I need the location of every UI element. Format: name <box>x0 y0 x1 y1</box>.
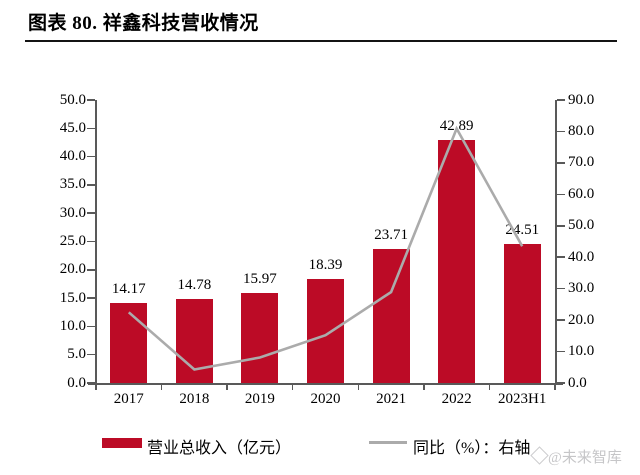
x-axis-tick <box>423 383 425 390</box>
x-axis-tick <box>226 383 228 390</box>
y-axis-right-tick-label: 90.0 <box>568 91 595 108</box>
y-axis-left-tick <box>87 297 95 299</box>
y-axis-left-tick-label: 0.0 <box>67 374 86 391</box>
y-axis-left-tick <box>87 240 95 243</box>
yoy-polyline <box>127 125 524 371</box>
y-axis-right-tick-label: 10.0 <box>568 343 595 360</box>
x-axis-category-label: 2023H1 <box>498 391 547 407</box>
y-axis-right-tick <box>556 225 565 227</box>
bar <box>438 140 476 383</box>
y-axis-left-tick <box>87 212 95 214</box>
y-axis-right-tick <box>556 193 565 196</box>
x-axis-category-label: 2017 <box>113 391 144 407</box>
y-axis-left-tick-label: 50.0 <box>59 91 86 108</box>
watermark-text: @未来智库 <box>548 450 622 466</box>
y-axis-left-tick-label: 45.0 <box>59 119 86 136</box>
y-axis-right-tick-label: 0.0 <box>568 374 587 391</box>
y-axis-right-tick-label: 70.0 <box>568 154 595 171</box>
bar <box>503 244 541 383</box>
y-axis-left-tick <box>87 127 95 130</box>
y-axis-left-tick <box>87 155 95 158</box>
y-axis-left-tick-label: 25.0 <box>59 233 86 249</box>
x-axis-line <box>88 383 563 385</box>
bar-value-label: 18.39 <box>308 256 343 273</box>
x-axis-tick <box>554 383 556 390</box>
bar-value-label: 24.51 <box>505 222 540 239</box>
bar-value-label: 14.17 <box>111 280 146 297</box>
bar <box>241 292 279 383</box>
legend-label-revenue: 营业总收入（亿元） <box>147 440 292 457</box>
y-axis-right-tick-label: 40.0 <box>568 248 595 265</box>
x-axis-tick <box>291 383 294 390</box>
y-axis-right-tick <box>556 287 565 290</box>
bar <box>110 302 148 383</box>
y-axis-left-tick <box>87 325 95 328</box>
y-axis-left-tick <box>87 184 95 186</box>
y-axis-right-tick-label: 50.0 <box>568 217 595 234</box>
x-axis-category-label: 2019 <box>244 391 275 407</box>
y-axis-right-tick <box>556 130 565 133</box>
y-axis-left-tick <box>87 269 95 271</box>
x-axis-category-label: 2021 <box>376 391 407 407</box>
x-axis-tick <box>488 383 491 390</box>
bar-value-label: 15.97 <box>243 270 277 287</box>
bar <box>372 248 410 383</box>
y-axis-right-line <box>555 100 557 384</box>
y-axis-left-line <box>95 100 97 384</box>
y-axis-left-tick-label: 40.0 <box>59 148 86 165</box>
legend-label-yoy: 同比（%）：右轴 <box>413 440 531 457</box>
x-axis-tick <box>160 383 163 390</box>
x-axis-category-label: 2022 <box>441 391 472 407</box>
bar-value-label: 14.78 <box>177 277 212 294</box>
y-axis-left-tick-label: 15.0 <box>59 289 86 306</box>
x-axis-tick <box>95 383 97 390</box>
x-axis-category-label: 2018 <box>179 391 210 407</box>
y-axis-right-tick-label: 60.0 <box>568 185 595 202</box>
y-axis-right-tick <box>556 319 565 321</box>
y-axis-right-tick <box>556 162 565 164</box>
legend-line-swatch <box>369 441 407 444</box>
y-axis-left-tick-label: 30.0 <box>59 204 86 221</box>
x-axis-tick <box>357 383 360 390</box>
y-axis-right-tick-label: 30.0 <box>568 280 595 297</box>
y-axis-right-tick <box>556 382 565 384</box>
y-axis-right-tick-label: 20.0 <box>568 311 595 328</box>
chart-title: 图表 80. 祥鑫科技营收情况 <box>28 13 259 34</box>
x-axis-category-label: 2020 <box>310 391 341 407</box>
y-axis-left-tick-label: 5.0 <box>67 346 86 363</box>
title-underline <box>25 40 617 42</box>
y-axis-left-tick-label: 20.0 <box>59 261 86 278</box>
y-axis-left-tick-label: 35.0 <box>59 176 86 193</box>
bar <box>307 278 344 383</box>
y-axis-left-tick <box>87 382 95 384</box>
y-axis-right-tick <box>556 256 565 258</box>
bar-value-label: 23.71 <box>374 226 408 243</box>
y-axis-left-tick <box>87 99 95 101</box>
y-axis-right-tick <box>556 350 565 353</box>
y-axis-right-tick-label: 80.0 <box>568 122 595 139</box>
y-axis-left-tick-label: 10.0 <box>59 317 86 334</box>
y-axis-right-tick <box>556 99 565 101</box>
legend-bar-swatch <box>102 438 142 448</box>
y-axis-left-tick <box>87 353 95 356</box>
